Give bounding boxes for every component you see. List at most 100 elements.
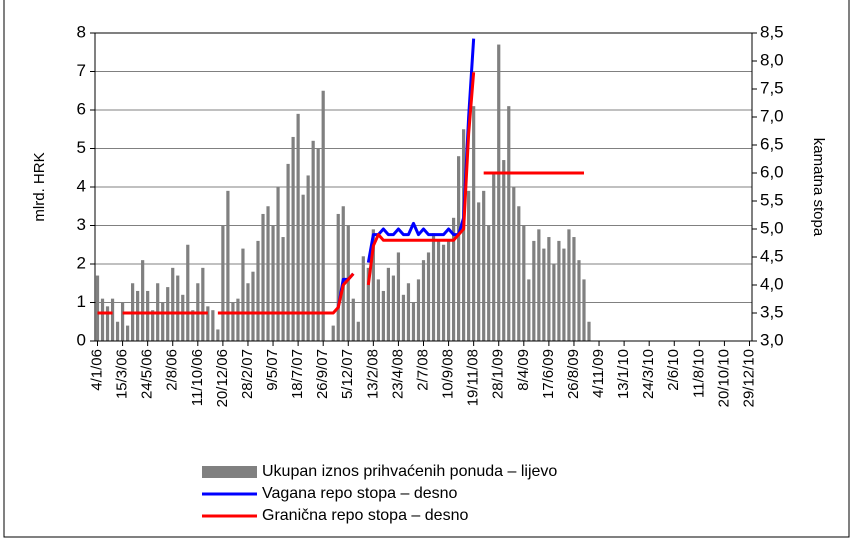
bar (226, 190, 230, 341)
line (97, 72, 584, 315)
bar (391, 275, 396, 341)
x-tick-label: 26/9/07 (314, 349, 331, 399)
bar (241, 248, 245, 341)
bar (311, 140, 315, 341)
bar (276, 187, 280, 341)
y2-tick-label: 8,5 (760, 22, 784, 41)
x-tick-label: 2/6/10 (665, 349, 682, 391)
bar (261, 213, 265, 341)
legend-label: Ukupan iznos prihvaćenih ponuda – lijevo (262, 463, 557, 480)
x-tick-label: 2/8/06 (164, 349, 181, 391)
bar (181, 294, 185, 341)
y-tick-label: 0 (77, 330, 86, 349)
y2-tick-label: 7,5 (760, 78, 784, 97)
bar (527, 279, 531, 341)
bar (492, 171, 496, 341)
y2-tick-label: 5,0 (760, 218, 784, 237)
x-tick-label: 24/3/10 (640, 349, 657, 399)
bar (446, 240, 451, 341)
y-tick-label: 1 (77, 292, 86, 311)
y2-tick-label: 4,0 (760, 274, 784, 293)
bar (115, 321, 120, 341)
x-tick-label: 2/7/08 (414, 349, 431, 391)
bar (542, 248, 546, 341)
bar (125, 325, 130, 341)
y2-tick-label: 6,5 (760, 134, 784, 153)
bar (251, 271, 255, 341)
bar (537, 229, 541, 341)
bar (482, 190, 486, 341)
bar (296, 113, 300, 341)
legend-label: Granična repo stopa – desno (262, 507, 468, 524)
x-tick-label: 8/4/09 (515, 349, 532, 391)
bar (221, 225, 225, 341)
x-tick-label: 18/7/07 (289, 349, 306, 399)
bar (512, 187, 516, 341)
bar (552, 264, 556, 341)
bar (457, 156, 461, 341)
y2-tick-label: 5,5 (760, 190, 784, 209)
bar (206, 306, 210, 341)
bar (366, 267, 370, 341)
x-tick-label: 4/11/09 (590, 349, 607, 398)
bar (201, 267, 205, 341)
y2-axis-label: kamatna stopa (810, 138, 827, 237)
bar (371, 229, 375, 341)
x-tick-label: 15/3/06 (114, 349, 131, 399)
x-tick-label: 28/2/07 (239, 349, 256, 399)
x-tick-label: 10/9/08 (440, 349, 457, 399)
y-tick-label: 5 (77, 138, 86, 157)
bar (376, 279, 380, 341)
x-tick-label: 24/5/06 (139, 349, 156, 399)
y2-tick-label: 3,5 (760, 302, 784, 321)
bar (577, 260, 581, 341)
bar (507, 106, 511, 342)
bar (341, 206, 345, 341)
y2-tick-label: 4,5 (760, 246, 784, 265)
bar (467, 190, 471, 341)
bar (517, 206, 521, 341)
y-tick-label: 3 (77, 215, 86, 234)
x-tick-label: 19/11/08 (465, 349, 482, 406)
frame (3, 0, 850, 538)
bar (301, 194, 305, 341)
x-tick-label: 29/12/10 (740, 349, 757, 407)
bar (136, 290, 140, 341)
bar (572, 237, 576, 341)
bar (281, 237, 285, 341)
bar (401, 294, 406, 341)
y-tick-label: 2 (77, 253, 86, 272)
bar (416, 279, 421, 341)
bar (472, 106, 476, 342)
bar (557, 240, 561, 341)
bar (191, 310, 195, 341)
bar (346, 225, 350, 341)
bar (431, 233, 436, 341)
bar (351, 298, 355, 341)
bar (95, 275, 100, 341)
bar (291, 136, 295, 341)
bar (567, 229, 571, 341)
bar (562, 248, 566, 341)
bar (451, 217, 456, 341)
bar (216, 329, 220, 341)
x-tick-label: 5/12/07 (339, 349, 356, 399)
y-axis-label: mlrd. HRK (31, 152, 48, 221)
bar (286, 163, 290, 341)
bar (406, 283, 411, 341)
bar (146, 290, 150, 341)
bar (411, 302, 416, 341)
bar (161, 302, 165, 341)
bar (522, 225, 526, 341)
x-tick-label: 20/12/06 (214, 349, 231, 407)
bar (462, 129, 466, 341)
y-tick-label: 6 (77, 99, 86, 118)
x-tick-label: 26/8/09 (565, 349, 582, 399)
bar (306, 175, 310, 341)
bar (321, 90, 325, 341)
bar (171, 267, 175, 341)
y2-tick-label: 6,0 (760, 162, 784, 181)
bar (502, 160, 506, 341)
bar (151, 310, 155, 341)
bar (381, 290, 385, 341)
